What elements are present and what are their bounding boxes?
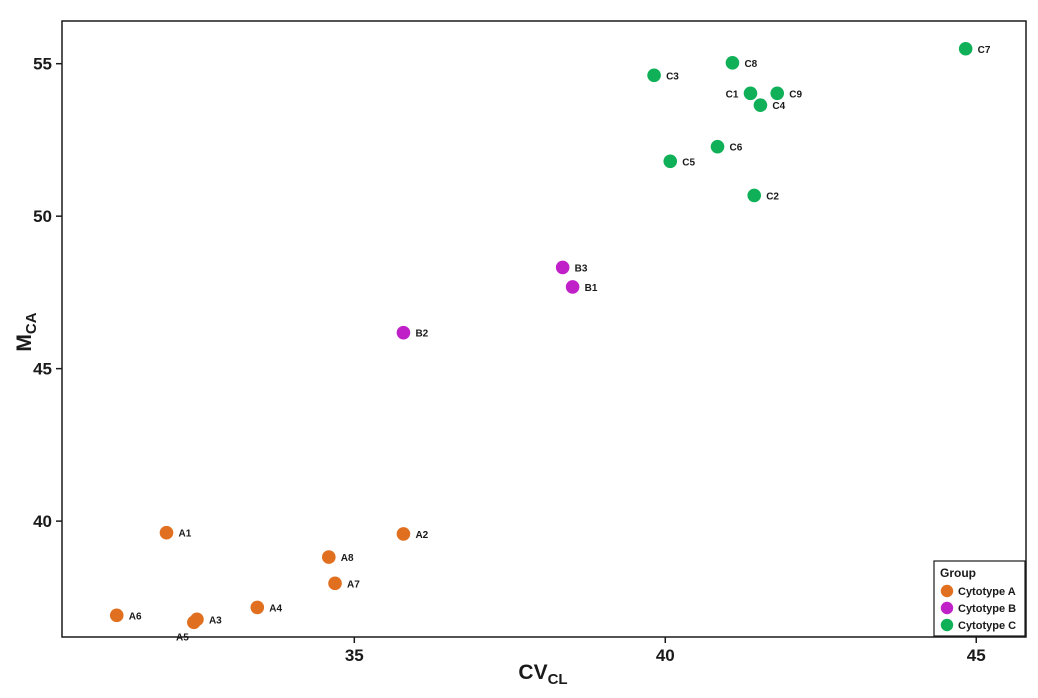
point-label-a8: A8 bbox=[341, 553, 354, 564]
point-c2 bbox=[747, 188, 762, 203]
legend-item-cytotype-a: Cytotype A bbox=[940, 584, 1016, 598]
point-b1 bbox=[565, 280, 580, 294]
point-label-c3: C3 bbox=[666, 71, 679, 82]
legend-item-cytotype-c: Cytotype C bbox=[940, 618, 1016, 632]
point-label-a2: A2 bbox=[415, 530, 428, 541]
point-label-a7: A7 bbox=[347, 579, 360, 590]
point-label-b2: B2 bbox=[415, 329, 428, 340]
x-tick-label: 35 bbox=[345, 646, 364, 665]
plot-area bbox=[61, 20, 1027, 638]
point-c6 bbox=[710, 139, 725, 154]
x-tick-label: 45 bbox=[967, 646, 986, 665]
point-label-c7: C7 bbox=[978, 45, 991, 56]
y-axis-title-sub: CA bbox=[23, 312, 40, 334]
data-points bbox=[109, 41, 973, 630]
point-label-a6: A6 bbox=[129, 611, 142, 622]
y-tick-label: 40 bbox=[33, 512, 52, 531]
point-label-a3: A3 bbox=[209, 615, 222, 626]
legend-marker-cytotype-c bbox=[940, 618, 954, 632]
x-axis-title-sub: CL bbox=[548, 671, 568, 688]
point-label-c2: C2 bbox=[766, 191, 779, 202]
legend-marker-cytotype-b bbox=[940, 601, 954, 615]
point-c9 bbox=[770, 86, 785, 101]
point-c7 bbox=[958, 41, 973, 56]
legend-label-cytotype-c: Cytotype C bbox=[958, 620, 1016, 632]
x-axis-title: CVCL bbox=[518, 661, 567, 688]
point-a1 bbox=[159, 525, 174, 540]
point-a6 bbox=[109, 608, 124, 623]
point-label-c9: C9 bbox=[789, 89, 802, 100]
point-label-c1: C1 bbox=[726, 89, 739, 100]
point-label-c4: C4 bbox=[772, 101, 785, 112]
point-label-a4: A4 bbox=[269, 603, 282, 614]
legend-marker-cytotype-a bbox=[940, 584, 954, 598]
legend-item-cytotype-b: Cytotype B bbox=[940, 601, 1016, 615]
point-a5 bbox=[187, 615, 201, 630]
legend: Group Cytotype A Cytotype B Cytotype C bbox=[933, 560, 1026, 637]
point-b3 bbox=[555, 260, 570, 275]
point-c1 bbox=[743, 86, 758, 101]
point-a4 bbox=[250, 600, 265, 615]
point-label-a5: A5 bbox=[176, 632, 189, 643]
legend-label-cytotype-b: Cytotype B bbox=[958, 603, 1016, 615]
point-label-b3: B3 bbox=[575, 263, 588, 274]
point-label-a1: A1 bbox=[178, 529, 191, 540]
point-a2 bbox=[396, 527, 411, 541]
y-tick-label: 45 bbox=[33, 360, 52, 379]
point-c3 bbox=[647, 68, 661, 83]
legend-label-cytotype-a: Cytotype A bbox=[958, 586, 1016, 598]
axes: 35 40 45 40 45 50 55 bbox=[33, 55, 986, 665]
point-labels: A1 A2 A3 A4 A5 A6 A7 A8 B1 B2 B3 C1 C2 C3 C4 C5 C6 C7 C8 C9 bbox=[129, 45, 991, 644]
legend-title: Group bbox=[940, 566, 976, 580]
point-a8 bbox=[322, 550, 336, 564]
point-a7 bbox=[328, 576, 342, 591]
point-label-c5: C5 bbox=[682, 157, 695, 168]
point-c5 bbox=[663, 154, 678, 169]
x-tick-label: 40 bbox=[656, 646, 675, 665]
y-axis-title: MCA bbox=[13, 312, 40, 351]
point-label-c6: C6 bbox=[730, 143, 743, 154]
point-b2 bbox=[396, 325, 411, 340]
point-label-c8: C8 bbox=[744, 59, 757, 70]
y-axis-title-main: M bbox=[13, 334, 36, 352]
point-label-b1: B1 bbox=[585, 283, 598, 294]
point-c4 bbox=[753, 98, 768, 112]
y-tick-label: 50 bbox=[33, 207, 52, 226]
x-axis-title-main: CV bbox=[518, 661, 547, 684]
plot-border bbox=[61, 20, 1027, 638]
y-tick-label: 55 bbox=[33, 55, 52, 74]
point-c8 bbox=[725, 55, 740, 70]
